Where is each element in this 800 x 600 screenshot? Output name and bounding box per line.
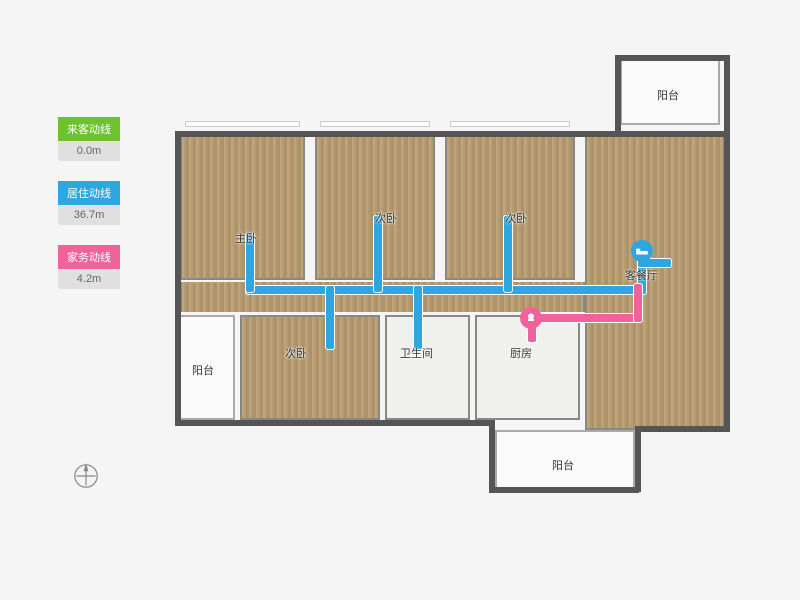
floorplan: 阳台 主卧 次卧 次卧 客餐厅 阳台 次卧 卫生间 厨房 阳台 — [175, 55, 745, 495]
wall — [175, 420, 495, 426]
wall — [724, 55, 730, 432]
living-path — [245, 285, 645, 295]
balcony-label: 阳台 — [192, 362, 214, 378]
balcony-bottom: 阳台 — [495, 430, 635, 490]
balcony-label: 阳台 — [657, 87, 679, 103]
kitchen-label: 厨房 — [510, 345, 532, 361]
wall — [615, 55, 621, 135]
window-mark — [320, 121, 430, 127]
wall — [489, 420, 495, 492]
bathroom — [385, 315, 470, 420]
bed-icon — [631, 240, 653, 262]
wall — [635, 426, 641, 492]
legend-item-living: 居住动线 36.7m — [58, 181, 120, 225]
secondary-bedroom-label: 次卧 — [285, 345, 307, 361]
secondary-bedroom-label: 次卧 — [505, 210, 527, 226]
wall — [635, 426, 730, 432]
legend-item-guest: 来客动线 0.0m — [58, 117, 120, 161]
window-mark — [185, 121, 300, 127]
wall — [615, 55, 727, 61]
wall — [175, 131, 181, 421]
legend-item-housework: 家务动线 4.2m — [58, 245, 120, 289]
cook-icon — [520, 307, 542, 329]
legend-value: 36.7m — [58, 205, 120, 225]
wall — [175, 131, 730, 137]
living-path — [373, 215, 383, 293]
secondary-bedroom — [240, 315, 380, 420]
bathroom-label: 卫生间 — [400, 345, 433, 361]
wall — [489, 487, 639, 493]
compass-icon — [70, 460, 102, 497]
balcony-left: 阳台 — [175, 315, 235, 420]
balcony-label: 阳台 — [552, 457, 574, 473]
housework-path — [633, 283, 643, 323]
living-path — [503, 215, 513, 293]
legend-label: 来客动线 — [58, 117, 120, 141]
legend-label: 家务动线 — [58, 245, 120, 269]
master-bedroom-label: 主卧 — [235, 230, 257, 246]
legend-value: 0.0m — [58, 141, 120, 161]
legend-label: 居住动线 — [58, 181, 120, 205]
living-path — [325, 285, 335, 350]
balcony-top: 阳台 — [620, 55, 720, 125]
master-bedroom — [180, 135, 305, 280]
legend-value: 4.2m — [58, 269, 120, 289]
legend: 来客动线 0.0m 居住动线 36.7m 家务动线 4.2m — [58, 117, 120, 309]
window-mark — [450, 121, 570, 127]
living-path — [413, 285, 423, 350]
living-dining-label: 客餐厅 — [625, 267, 658, 283]
secondary-bedroom-label: 次卧 — [375, 210, 397, 226]
housework-path — [527, 313, 642, 323]
